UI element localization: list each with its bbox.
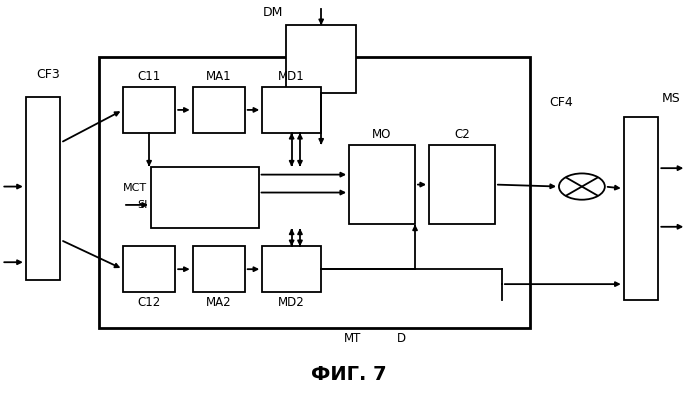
- Text: MD1: MD1: [279, 70, 305, 83]
- FancyBboxPatch shape: [623, 117, 658, 300]
- Text: MO: MO: [372, 128, 392, 141]
- FancyBboxPatch shape: [26, 97, 61, 280]
- Text: MT: MT: [344, 332, 361, 345]
- Text: D: D: [396, 332, 406, 345]
- Text: ФИГ. 7: ФИГ. 7: [311, 365, 387, 384]
- Text: CF3: CF3: [36, 68, 60, 81]
- FancyBboxPatch shape: [193, 246, 245, 292]
- FancyBboxPatch shape: [429, 145, 495, 225]
- Text: C12: C12: [138, 296, 161, 309]
- FancyBboxPatch shape: [262, 246, 321, 292]
- FancyBboxPatch shape: [262, 87, 321, 133]
- Text: C11: C11: [138, 70, 161, 83]
- Text: DM: DM: [262, 6, 283, 19]
- Text: MD2: MD2: [279, 296, 305, 309]
- FancyBboxPatch shape: [98, 57, 530, 328]
- Text: MA2: MA2: [206, 296, 232, 309]
- Text: MS: MS: [662, 92, 681, 105]
- FancyBboxPatch shape: [123, 87, 175, 133]
- Text: MA1: MA1: [206, 70, 232, 83]
- Text: C2: C2: [454, 128, 470, 141]
- FancyBboxPatch shape: [193, 87, 245, 133]
- Text: MCT: MCT: [124, 183, 147, 193]
- Text: CF4: CF4: [549, 96, 573, 109]
- Text: SI: SI: [137, 200, 147, 210]
- FancyBboxPatch shape: [123, 246, 175, 292]
- FancyBboxPatch shape: [286, 25, 356, 93]
- FancyBboxPatch shape: [349, 145, 415, 225]
- FancyBboxPatch shape: [151, 167, 259, 229]
